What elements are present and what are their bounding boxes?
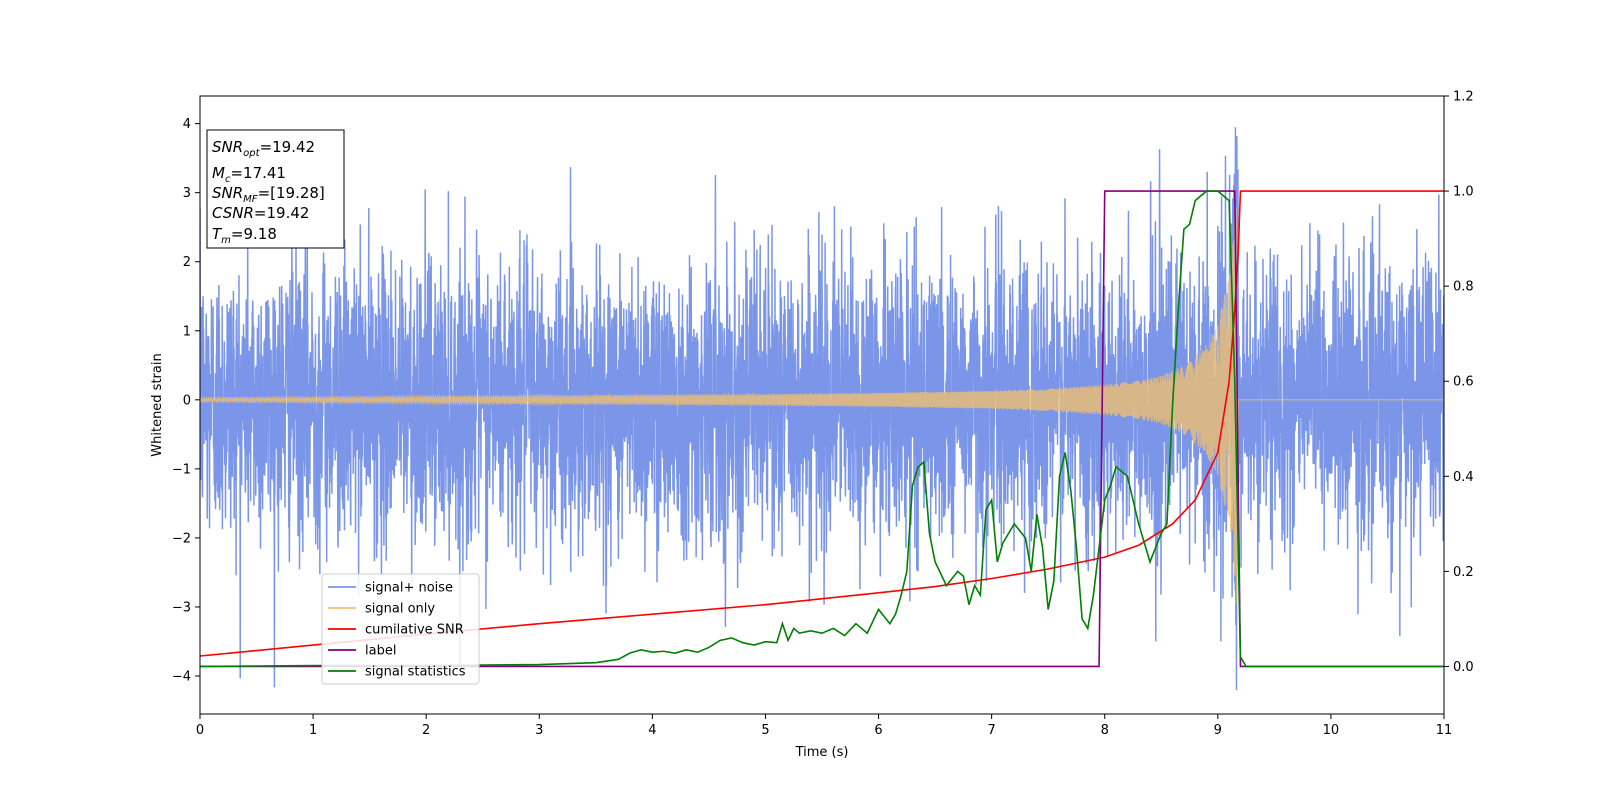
series-signal-statistics-line xyxy=(200,190,1444,668)
y-tick-label: 0 xyxy=(183,393,191,408)
y-axis-label: Whitened strain xyxy=(150,353,165,456)
x-tick-label: 8 xyxy=(1101,723,1109,738)
annotation-box: SNRopt=19.42 Mc=17.41SNRMF=[19.28]CSNR=19… xyxy=(206,129,345,249)
legend-entry: cumilative SNR xyxy=(365,623,464,638)
x-tick-label: 10 xyxy=(1323,723,1340,738)
y2-tick-label: 0.2 xyxy=(1453,565,1474,580)
x-tick-label: 3 xyxy=(535,723,543,738)
x-tick-label: 11 xyxy=(1436,723,1453,738)
annotation-line: SNRMF=[19.28] xyxy=(212,184,325,205)
y-tick-label: −1 xyxy=(172,462,191,477)
y2-tick-label: 0.0 xyxy=(1453,660,1474,675)
annotation-line: Tm=9.18 xyxy=(212,225,277,246)
legend-entry: signal+ noise xyxy=(365,581,453,596)
y-tick-label: 2 xyxy=(183,255,191,270)
y-tick-label: 3 xyxy=(183,186,191,201)
y2-tick-label: 1.0 xyxy=(1453,185,1474,200)
x-tick-label: 2 xyxy=(422,723,430,738)
plot-area xyxy=(200,127,1444,690)
y-tick-label: −4 xyxy=(172,670,191,685)
y-tick-label: 1 xyxy=(183,324,191,339)
y-axis-ticks: −4 −3 −2 −1 0 1 2 3 4 xyxy=(172,117,200,685)
x-tick-label: 6 xyxy=(874,723,882,738)
y2-tick-label: 1.2 xyxy=(1453,90,1474,105)
annotation-line: SNRopt=19.42 xyxy=(212,138,315,159)
x-axis-ticks: 0 1 2 3 4 5 6 7 8 9 10 11 xyxy=(196,714,1452,738)
y-tick-label: −2 xyxy=(172,531,191,546)
x-tick-label: 5 xyxy=(761,723,769,738)
annotation-line: CSNR=19.42 xyxy=(212,204,309,222)
series-cumulative-snr-line xyxy=(200,190,1444,657)
annotation-frame xyxy=(206,129,345,249)
legend-entry: signal only xyxy=(365,602,435,617)
y2-axis-ticks: 0.0 0.2 0.4 0.6 0.8 1.0 1.2 xyxy=(1444,90,1474,675)
y-tick-label: 4 xyxy=(183,117,191,132)
x-tick-label: 1 xyxy=(309,723,317,738)
x-axis-label: Time (s) xyxy=(795,745,849,760)
y2-tick-label: 0.8 xyxy=(1453,280,1474,295)
x-tick-label: 9 xyxy=(1214,723,1222,738)
x-tick-label: 7 xyxy=(987,723,995,738)
legend-entry: label xyxy=(365,644,396,659)
series-signal-only-line xyxy=(200,207,1444,603)
y2-tick-label: 0.4 xyxy=(1453,470,1474,485)
x-tick-label: 0 xyxy=(196,723,204,738)
legend-entry: signal statistics xyxy=(365,665,466,680)
y-tick-label: −3 xyxy=(172,600,191,615)
legend-frame xyxy=(321,573,480,685)
plot-frame xyxy=(199,95,1445,715)
legend: signal+ noise signal only cumilative SNR la… xyxy=(321,573,480,685)
annotation-line: Mc=17.41 xyxy=(212,164,286,185)
x-tick-label: 4 xyxy=(648,723,656,738)
y2-tick-label: 0.6 xyxy=(1453,375,1474,390)
